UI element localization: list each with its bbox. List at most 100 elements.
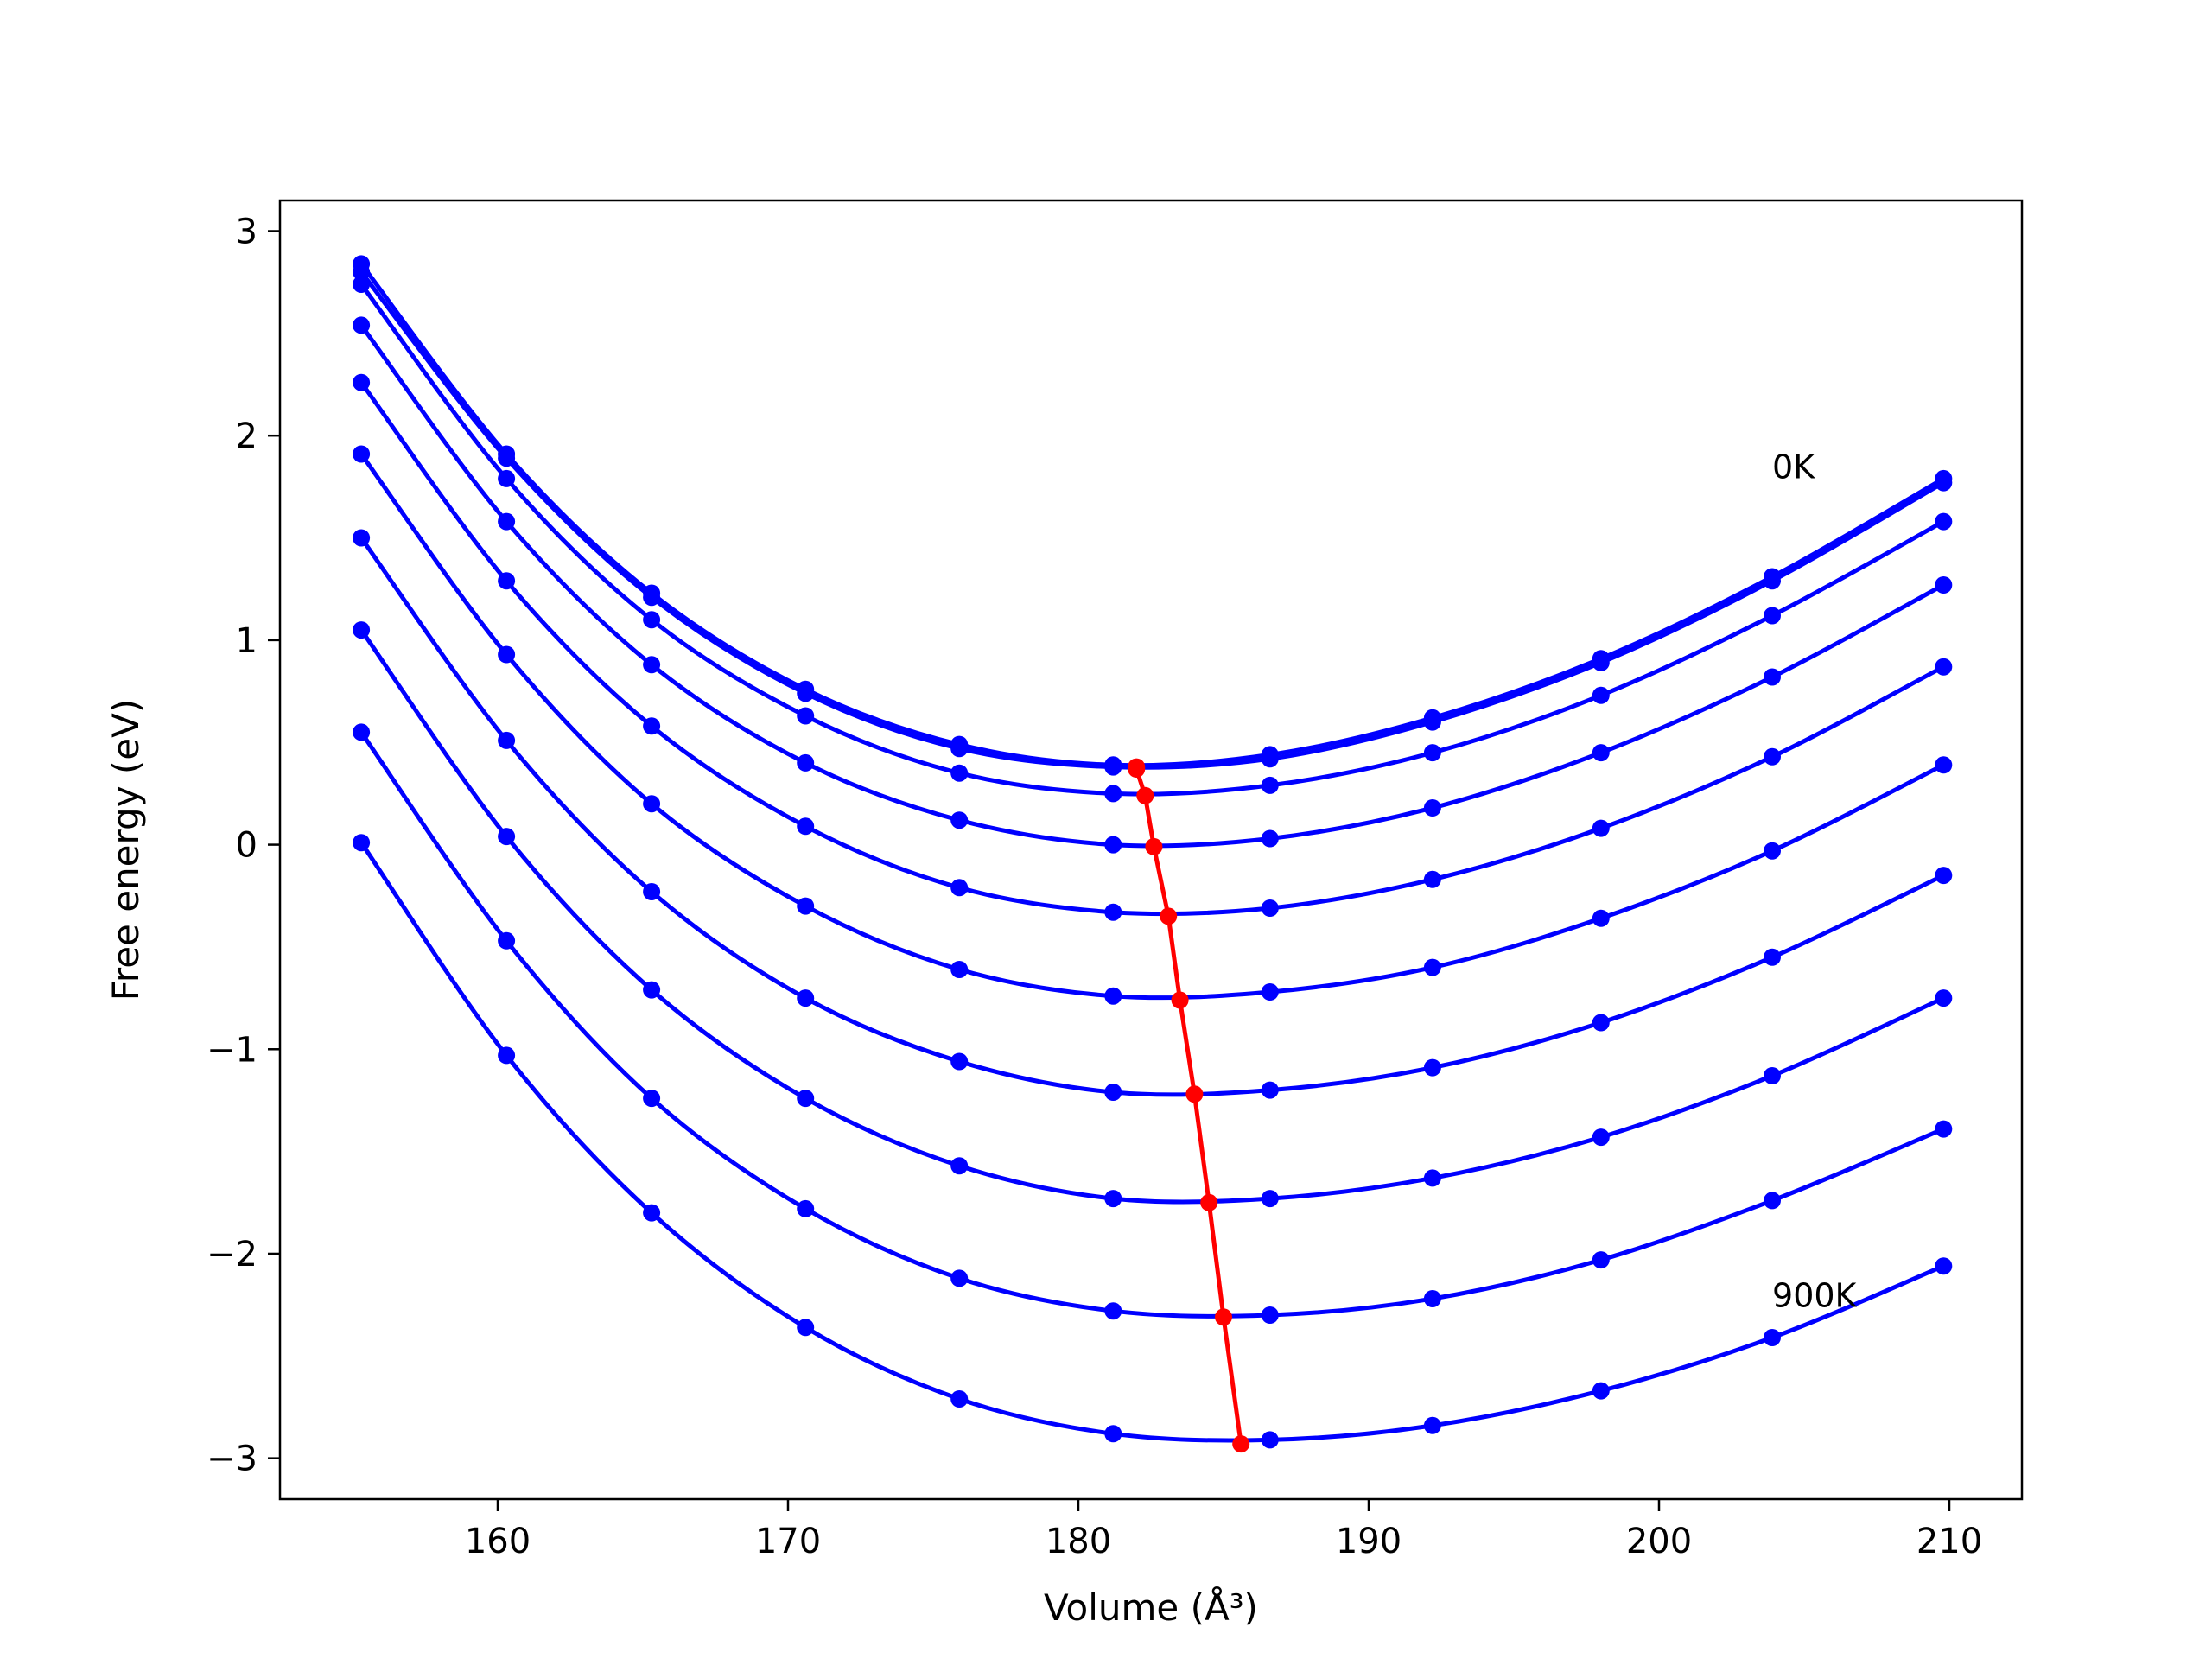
series-6-point-5	[1104, 1084, 1122, 1101]
series-6-point-8	[1592, 1014, 1610, 1032]
series-7-point-1	[498, 828, 516, 846]
series-5-point-3	[797, 897, 815, 915]
series-1-point-9	[1764, 572, 1781, 590]
series-1-point-4	[950, 740, 969, 758]
series-2-point-5	[1104, 785, 1122, 803]
minimum-point-6	[1185, 1085, 1204, 1103]
y-tick-label-5: 2	[236, 416, 257, 456]
series-4-point-3	[797, 817, 815, 836]
series-4-point-7	[1423, 870, 1441, 888]
series-1-point-0	[353, 263, 371, 281]
series-4-point-4	[950, 879, 969, 897]
series-9-point-8	[1592, 1382, 1610, 1400]
series-6-point-1	[498, 731, 516, 749]
series-5-point-5	[1104, 987, 1122, 1005]
x-tick-label-2: 180	[1046, 1522, 1111, 1561]
series-3-point-2	[643, 656, 661, 674]
series-9-point-9	[1764, 1329, 1781, 1346]
series-3-point-0	[353, 316, 371, 334]
series-line-5	[359, 453, 1945, 1001]
series-7-point-2	[643, 981, 661, 999]
series-line-1	[359, 270, 1945, 770]
y-tick-label-6: 3	[236, 213, 257, 252]
series-9-point-4	[950, 1390, 969, 1408]
series-8-point-1	[498, 931, 516, 950]
series-8-point-9	[1764, 1192, 1781, 1210]
series-line-7	[359, 628, 1945, 1205]
series-9-point-7	[1423, 1416, 1441, 1434]
series-3-point-4	[950, 811, 969, 830]
series-8-point-0	[353, 723, 371, 741]
series-1-point-3	[797, 684, 815, 702]
series-2-point-9	[1764, 607, 1781, 625]
series-4-point-0	[353, 373, 371, 391]
series-6-point-10	[1935, 867, 1953, 885]
x-axis-ticks: 160 170 180 190 200 210	[465, 1499, 1982, 1561]
series-2-point-6	[1261, 776, 1279, 794]
series-5-point-8	[1592, 909, 1610, 927]
series-8-point-3	[797, 1199, 815, 1217]
minimum-point-8	[1215, 1308, 1232, 1326]
series-6-point-6	[1261, 1081, 1279, 1099]
series-6-point-2	[643, 883, 661, 900]
series-5-point-9	[1764, 842, 1781, 860]
series-9-point-6	[1261, 1431, 1279, 1449]
series-3-point-7	[1423, 799, 1441, 817]
series-1-point-5	[1104, 758, 1122, 776]
minimum-point-5	[1171, 991, 1189, 1009]
plot-frame	[278, 199, 2024, 1501]
series-9-point-1	[498, 1046, 516, 1065]
series-1-point-10	[1935, 474, 1953, 492]
series-3-point-10	[1935, 576, 1953, 594]
series-6-point-7	[1423, 1058, 1441, 1077]
series-4-point-8	[1592, 819, 1610, 837]
y-tick-label-3: 0	[236, 826, 257, 866]
x-tick-label-4: 200	[1626, 1522, 1692, 1561]
series-4-point-1	[498, 572, 516, 590]
series-7-point-7	[1423, 1169, 1441, 1187]
series-2-point-0	[353, 276, 371, 293]
series-2-point-10	[1935, 512, 1953, 531]
series-line-9	[359, 841, 1945, 1443]
minimum-point-3	[1145, 837, 1163, 855]
series-2-point-8	[1592, 686, 1610, 704]
series-line-8	[359, 730, 1945, 1319]
series-7-point-9	[1764, 1067, 1781, 1084]
series-3-point-3	[797, 753, 815, 772]
minima-layer	[1128, 758, 1250, 1453]
series-1-point-2	[643, 588, 661, 607]
series-5-point-1	[498, 645, 516, 664]
y-tick-label-0: −3	[207, 1440, 257, 1479]
series-3-point-8	[1592, 744, 1610, 762]
series-8-point-5	[1104, 1302, 1122, 1320]
y-axis-label: Free energy (eV)	[105, 699, 147, 1001]
series-6-point-4	[950, 1052, 969, 1071]
minimum-point-9	[1232, 1435, 1250, 1453]
series-4-point-10	[1935, 658, 1953, 676]
minima-line	[1134, 766, 1243, 1445]
x-tick-label-5: 210	[1916, 1522, 1982, 1561]
series-7-point-6	[1261, 1190, 1279, 1208]
series-1-point-8	[1592, 653, 1610, 671]
series-9-point-2	[643, 1204, 661, 1222]
minimum-point-7	[1200, 1193, 1218, 1211]
series-5-point-10	[1935, 756, 1953, 774]
x-axis-label: Volume (Å³)	[1044, 1586, 1258, 1629]
series-7-point-5	[1104, 1190, 1122, 1208]
series-2-point-7	[1423, 744, 1441, 762]
points-layer	[353, 255, 1953, 1449]
y-tick-label-4: 1	[236, 621, 257, 661]
series-2-point-3	[797, 707, 815, 725]
series-7-point-3	[797, 1090, 815, 1108]
x-tick-label-3: 190	[1336, 1522, 1402, 1561]
series-8-point-2	[643, 1090, 661, 1108]
series-3-point-5	[1104, 836, 1122, 854]
series-3-point-9	[1764, 668, 1781, 686]
series-5-point-4	[950, 961, 969, 978]
minimum-point-1	[1128, 760, 1146, 778]
series-8-point-8	[1592, 1251, 1610, 1269]
series-7-point-8	[1592, 1128, 1610, 1147]
series-5-point-6	[1261, 983, 1279, 1001]
